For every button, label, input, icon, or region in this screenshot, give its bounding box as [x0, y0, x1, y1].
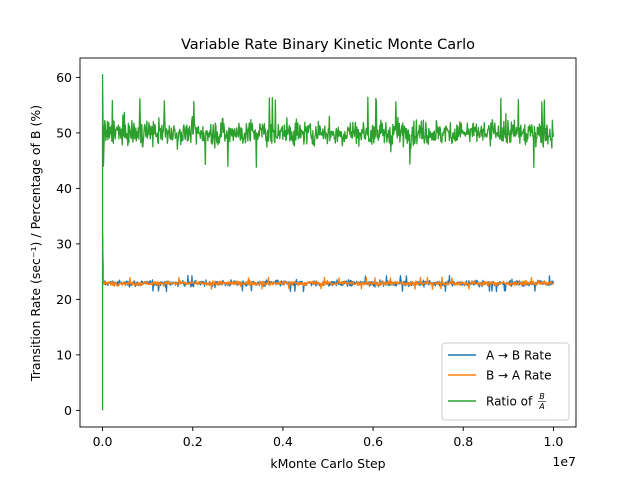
y-tick-label: 40 [56, 181, 72, 196]
chart-title: Variable Rate Binary Kinetic Monte Carlo [181, 37, 475, 53]
legend-label-2: Ratio of [486, 395, 533, 409]
y-tick-label: 0 [64, 403, 72, 418]
series-line-2 [101, 74, 554, 411]
x-tick-label: 0.8 [453, 434, 473, 449]
legend-fraction-numerator: B [539, 392, 545, 401]
x-axis-label: kMonte Carlo Step [270, 456, 385, 471]
legend-label-0: A → B Rate [486, 349, 551, 363]
series-layer [101, 74, 555, 411]
legend-label-1: B → A Rate [486, 369, 551, 383]
y-tick-label: 10 [56, 347, 72, 362]
series-line-1 [101, 243, 554, 290]
y-tick-label: 20 [56, 292, 72, 307]
legend: A → B Rate B → A Rate Ratio of BA [441, 342, 570, 421]
plot-frame [79, 57, 577, 428]
axes-layer: 0.0 0.2 0.4 0.6 0.8 1.0 0 10 20 30 40 50 60 [56, 57, 577, 449]
y-axis-label: Transition Rate (sec⁻¹) / Percentage of … [28, 105, 43, 382]
x-tick-label: 0.6 [363, 434, 383, 449]
x-offset-label: 1e7 [552, 454, 576, 469]
x-tick-label: 1.0 [544, 434, 564, 449]
legend-fraction-denominator: A [538, 402, 544, 411]
x-tick-label: 0.0 [93, 434, 113, 449]
y-tick-label: 50 [56, 125, 72, 140]
x-tick-label: 0.2 [183, 434, 203, 449]
x-tick-label: 0.4 [273, 434, 293, 449]
y-tick-label: 60 [56, 70, 72, 85]
y-tick-label: 30 [56, 236, 72, 251]
